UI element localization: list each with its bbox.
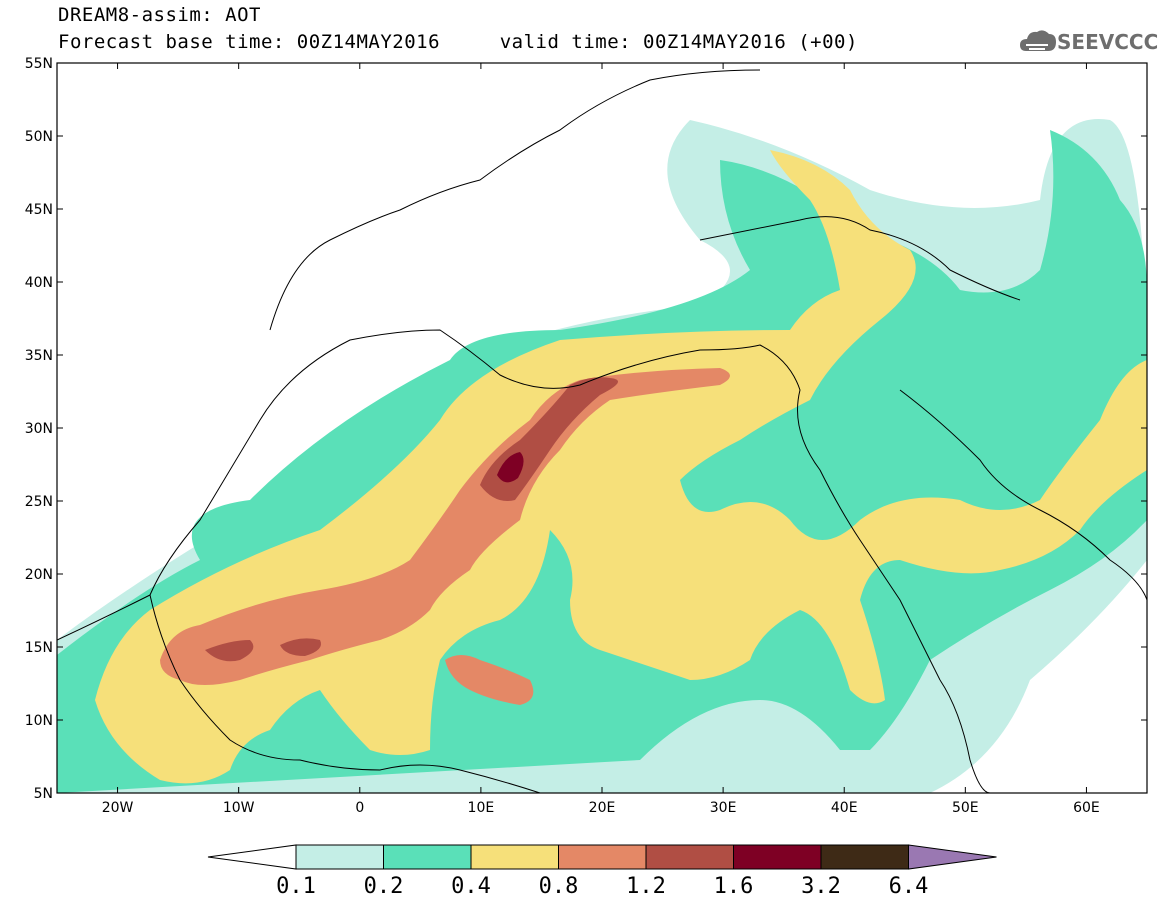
longitude-axis: 20W 10W 0 10E 20E 30E 40E 50E 60E — [102, 63, 1100, 816]
longitude-label: 40E — [831, 800, 858, 816]
longitude-label: 20W — [102, 800, 134, 816]
longitude-label: 0 — [355, 800, 364, 816]
cloud-icon — [1020, 30, 1056, 51]
colorbar-level-label: 0.2 — [364, 874, 404, 899]
colorbar-level-label: 6.4 — [889, 874, 929, 899]
latitude-label: 45N — [25, 202, 53, 218]
aot-colorbar: 0.1 0.2 0.4 0.8 1.2 1.6 3.2 6.4 — [207, 844, 997, 899]
logo-text: SEEVCCC — [1057, 30, 1159, 54]
latitude-label: 20N — [25, 567, 53, 583]
aot-contour-1.2-niger — [280, 638, 321, 656]
colorbar-over-triangle — [908, 844, 997, 870]
longitude-label: 10W — [223, 800, 255, 816]
aot-contour-0.8 — [160, 368, 730, 685]
colorbar-level-label: 3.2 — [801, 874, 841, 899]
latitude-label: 50N — [25, 129, 53, 145]
colorbar-level-label: 1.6 — [714, 874, 754, 899]
latitude-label: 15N — [25, 640, 53, 656]
colorbar-swatch — [733, 844, 822, 870]
longitude-label: 60E — [1073, 800, 1100, 816]
colorbar-swatch — [383, 844, 472, 870]
colorbar-level-label: 1.2 — [626, 874, 666, 899]
latitude-label: 55N — [25, 56, 53, 72]
colorbar-swatch — [470, 844, 559, 870]
colorbar-level-label: 0.8 — [539, 874, 579, 899]
latitude-label: 5N — [34, 786, 53, 802]
longitude-label: 20E — [589, 800, 616, 816]
latitude-label: 25N — [25, 494, 53, 510]
map-title: DREAM8-assim: AOT — [58, 4, 261, 26]
latitude-label: 10N — [25, 713, 53, 729]
latitude-label: 40N — [25, 275, 53, 291]
aot-contour-0.8-east — [445, 655, 534, 705]
colorbar-under-triangle — [207, 844, 297, 870]
aot-contour-1.2-mali — [205, 640, 254, 662]
aot-field — [57, 119, 1147, 793]
longitude-label: 10E — [468, 800, 495, 816]
latitude-label: 30N — [25, 421, 53, 437]
colorbar-swatch — [558, 844, 647, 870]
colorbar-swatch — [820, 844, 909, 870]
longitude-label: 50E — [952, 800, 979, 816]
colorbar-swatch — [295, 844, 384, 870]
longitude-label: 30E — [710, 800, 737, 816]
aot-contour-1.6 — [497, 452, 524, 483]
colorbar-level-label: 0.4 — [451, 874, 491, 899]
latitude-axis: 5N 10N 15N 20N 25N 30N 35N 40N 45N 50N 55N — [25, 56, 1147, 802]
colorbar-level-label: 0.1 — [276, 874, 316, 899]
latitude-label: 35N — [25, 348, 53, 364]
forecast-time-subtitle: Forecast base time: 00Z14MAY2016 valid t… — [58, 31, 858, 53]
colorbar-swatch — [645, 844, 734, 870]
coastlines — [57, 69, 1147, 793]
